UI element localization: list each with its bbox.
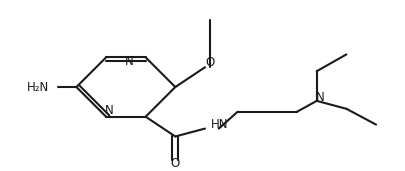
Text: N: N: [315, 91, 324, 104]
Text: O: O: [170, 157, 179, 170]
Text: O: O: [205, 56, 214, 69]
Text: N: N: [124, 55, 133, 68]
Text: H₂N: H₂N: [26, 81, 49, 94]
Text: HN: HN: [210, 118, 228, 131]
Text: N: N: [104, 104, 113, 117]
